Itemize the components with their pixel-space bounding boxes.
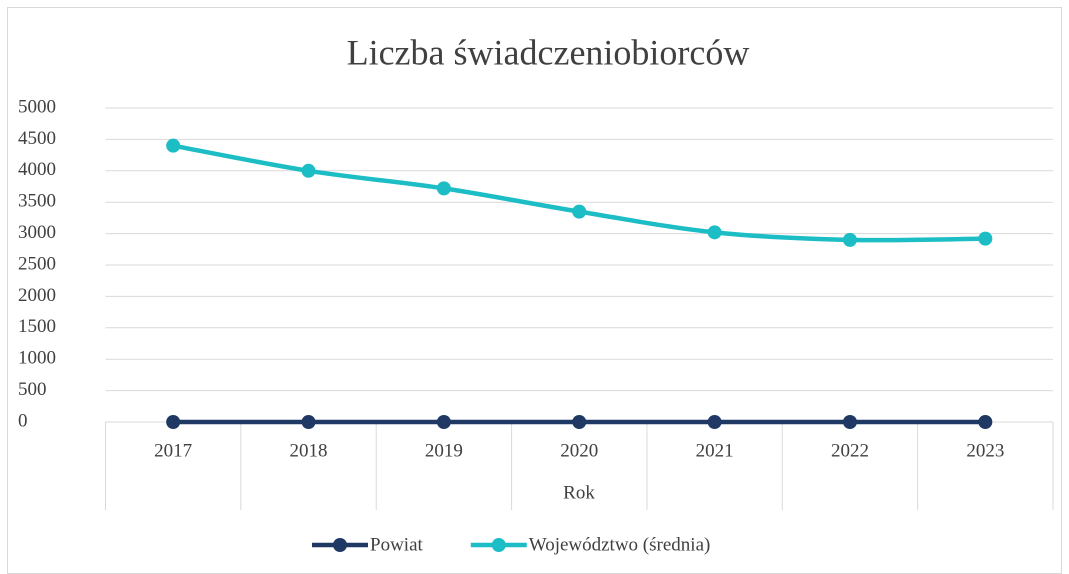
x-axis-title: Rok [563, 482, 595, 503]
y-tick-label: 4500 [18, 128, 56, 149]
y-tick-label: 3000 [18, 222, 56, 243]
x-tick-label: 2022 [831, 440, 869, 461]
chart-title: Liczba świadczeniobiorców [347, 32, 750, 72]
y-tick-label: 5000 [18, 96, 56, 117]
legend-label: Powiat [370, 534, 424, 555]
x-tick-label: 2019 [425, 440, 463, 461]
series-marker [436, 181, 451, 196]
series-marker [166, 415, 181, 429]
legend-label: Województwo (średnia) [529, 534, 711, 555]
y-tick-label: 2500 [18, 253, 56, 274]
series-marker [842, 415, 857, 429]
series-marker [572, 415, 587, 429]
series-marker [301, 415, 316, 429]
x-tick-label: 2018 [290, 440, 328, 461]
x-tick-label: 2023 [966, 440, 1004, 461]
series-marker [707, 415, 722, 429]
series-marker [707, 225, 722, 240]
legend-marker [491, 538, 506, 552]
series-marker [572, 204, 587, 219]
y-tick-label: 2000 [18, 285, 56, 306]
series-marker [436, 415, 451, 429]
y-tick-label: 500 [18, 379, 47, 400]
y-tick-label: 3500 [18, 191, 56, 212]
y-tick-label: 1500 [18, 316, 56, 337]
series-marker [166, 138, 181, 153]
y-tick-label: 0 [18, 410, 28, 431]
series-marker [301, 163, 316, 178]
x-tick-label: 2021 [696, 440, 734, 461]
legend-marker [333, 538, 347, 552]
y-tick-label: 4000 [18, 159, 56, 180]
series-marker [842, 232, 857, 247]
x-tick-label: 2020 [560, 440, 598, 461]
y-tick-label: 1000 [18, 348, 56, 369]
x-tick-label: 2017 [154, 440, 192, 461]
series-marker [978, 231, 993, 246]
series-marker [978, 415, 993, 429]
chart-border [7, 7, 1062, 574]
